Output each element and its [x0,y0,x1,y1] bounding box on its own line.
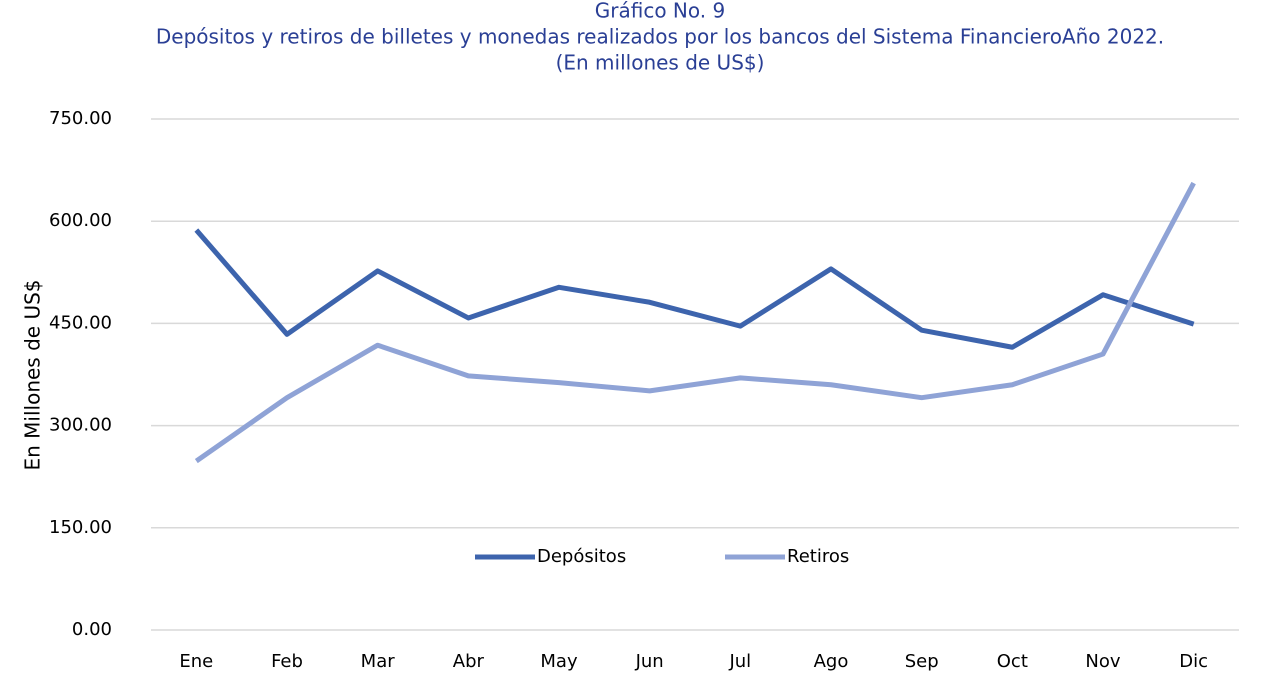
y-axis-label: En Millones de US$ [21,279,45,470]
line-series [194,181,1196,464]
legend-label: Depósitos [537,546,626,567]
chart-title: Gráfico No. 9 [595,0,725,23]
legend-label: Retiros [787,546,849,567]
x-tick-label: Oct [997,651,1028,672]
y-tick-label: 150.00 [49,517,112,538]
x-tick-label: Feb [271,651,303,672]
x-tick-label: Jun [635,651,664,672]
line-series [194,228,1195,350]
x-tick-label: Jul [728,651,751,672]
chart-subtitle: (En millones de US$) [556,51,765,75]
x-tick-label: May [540,651,578,672]
y-tick-label: 600.00 [49,210,112,231]
x-tick-label: Ene [179,651,213,672]
y-tick-label: 450.00 [49,312,112,333]
y-tick-label: 300.00 [49,415,112,436]
y-tick-label: 0.00 [72,619,112,640]
x-tick-label: Nov [1085,651,1120,672]
x-tick-label: Ago [814,651,849,672]
x-tick-label: Mar [361,651,396,672]
x-tick-label: Sep [905,651,939,672]
x-tick-label: Dic [1179,651,1208,672]
chart-subtitle: Depósitos y retiros de billetes y moneda… [156,25,1164,49]
x-tick-label: Abr [453,651,485,672]
y-tick-label: 750.00 [49,108,112,129]
